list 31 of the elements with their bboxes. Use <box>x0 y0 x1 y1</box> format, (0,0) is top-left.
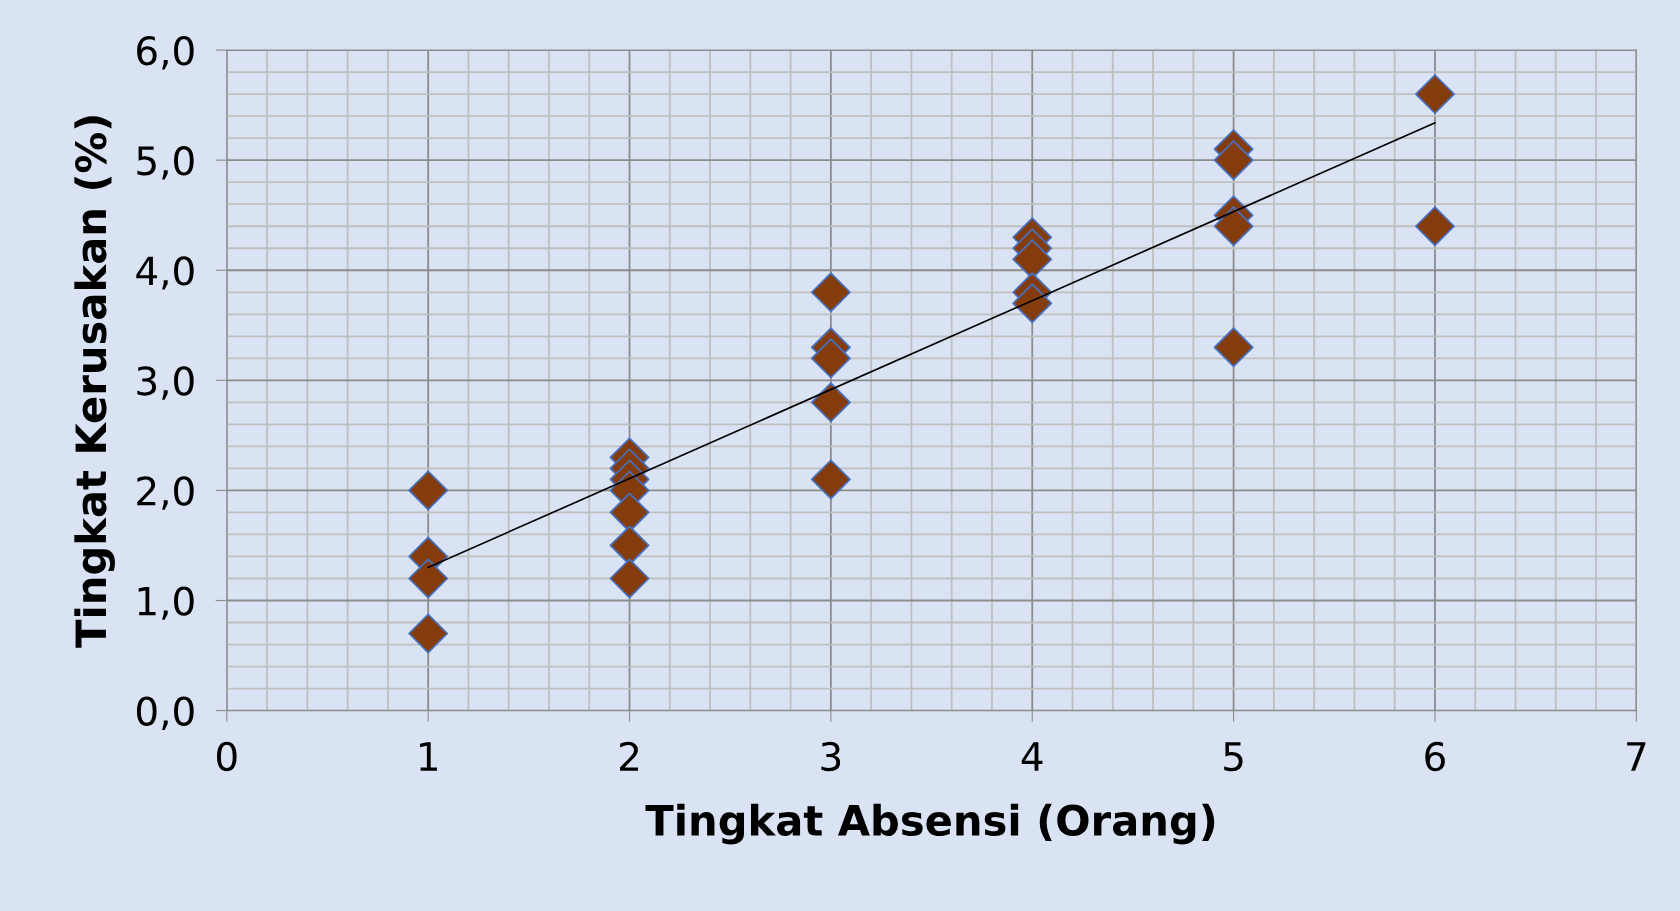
point <box>1213 327 1254 368</box>
x-tick-label: 4 <box>1021 742 1043 771</box>
point <box>609 558 650 599</box>
y-tick-label: 4,0 <box>136 256 194 290</box>
point <box>810 338 851 379</box>
x-tick-label: 0 <box>216 741 237 772</box>
point <box>1213 206 1254 247</box>
x-tick-label: 1 <box>420 742 437 771</box>
y-tick-label: 6,0 <box>137 36 194 70</box>
point <box>408 470 449 511</box>
point <box>1213 140 1254 181</box>
x-axis-title: Tingkat Absensi (Orang) <box>645 803 1215 845</box>
point <box>810 459 851 500</box>
y-tick-label: 3,0 <box>137 366 194 400</box>
point <box>1414 206 1455 247</box>
y-tick-label: 5,0 <box>137 146 194 180</box>
x-tick-label: 3 <box>821 741 841 772</box>
y-tick-label: 1,0 <box>138 586 194 620</box>
x-tick-label: 5 <box>1224 742 1243 772</box>
x-tick-label: 2 <box>620 741 638 771</box>
point <box>810 272 851 313</box>
point <box>810 382 851 423</box>
point <box>408 613 449 654</box>
x-tick-label: 7 <box>1627 742 1646 771</box>
y-tick-label: 2,0 <box>137 476 194 510</box>
x-tick-label: 6 <box>1425 741 1445 772</box>
y-tick-label: 0,0 <box>136 696 194 730</box>
point <box>1414 74 1455 115</box>
y-axis-title: Tingkat Kerusakan (%) <box>74 116 115 648</box>
point <box>1012 283 1053 324</box>
point <box>408 558 449 599</box>
